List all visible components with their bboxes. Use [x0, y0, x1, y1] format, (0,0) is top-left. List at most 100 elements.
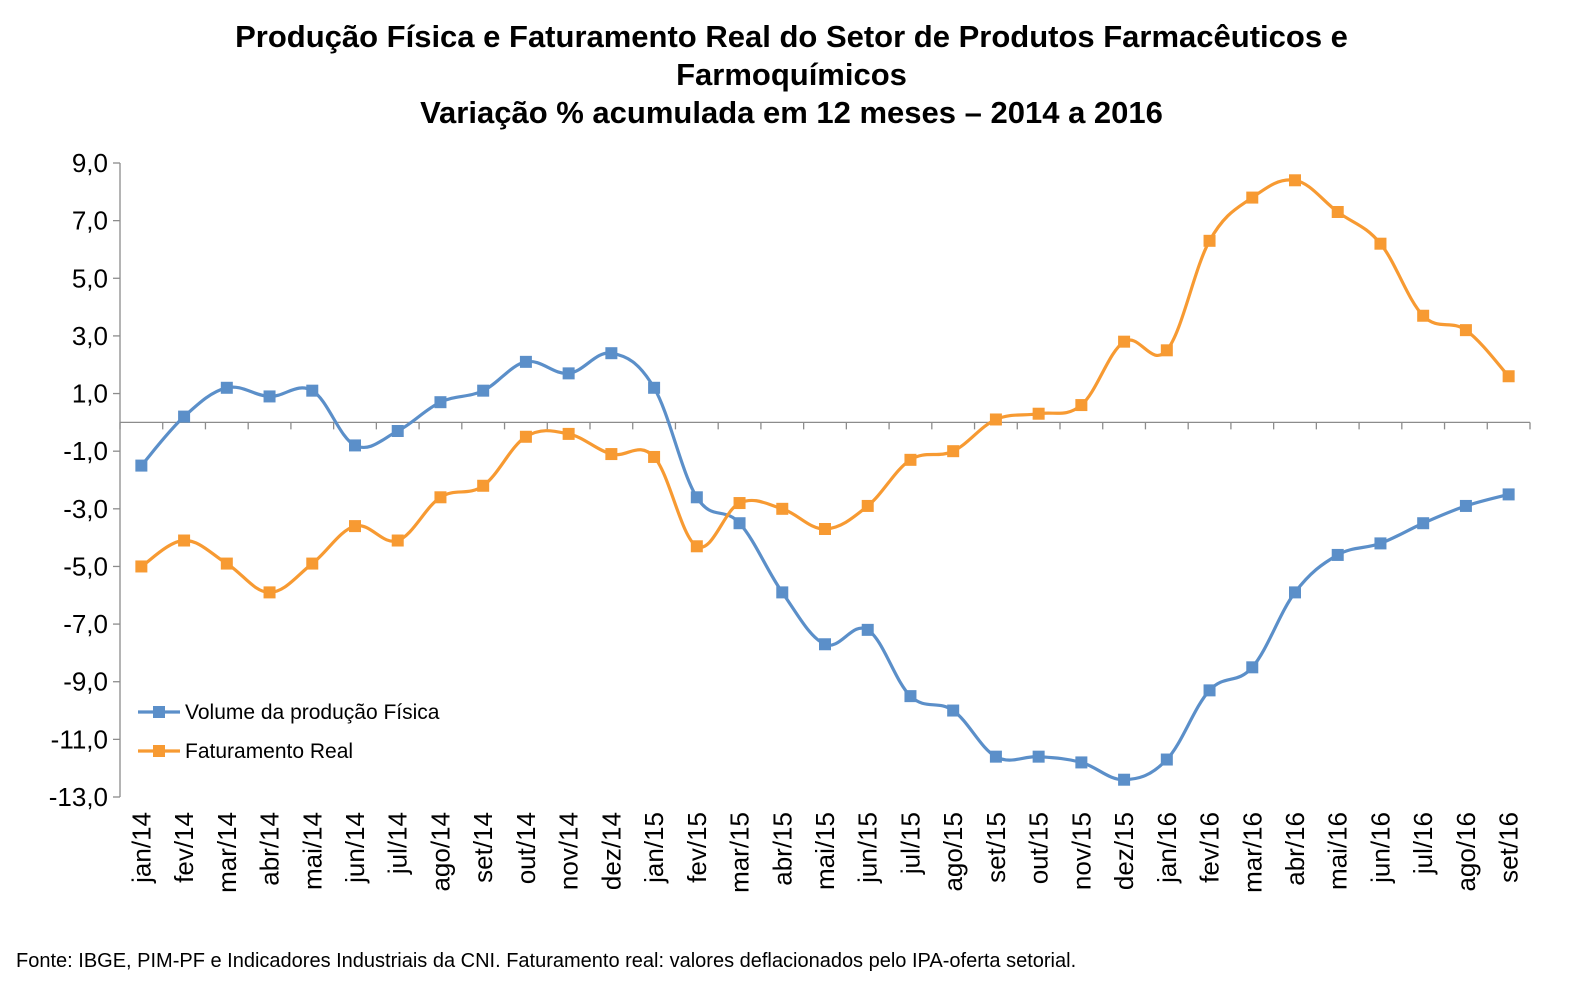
data-point-marker — [1289, 174, 1301, 187]
data-point-marker — [989, 413, 1002, 426]
data-point-marker — [861, 623, 874, 636]
x-tick-label: abr/15 — [767, 812, 797, 886]
x-tick-label: nov/14 — [554, 812, 584, 890]
data-point-marker — [1417, 309, 1430, 322]
data-point-marker — [819, 638, 831, 651]
y-tick-label: -3,0 — [63, 494, 108, 524]
data-point-marker — [220, 557, 233, 570]
data-point-marker — [605, 347, 618, 360]
legend-marker — [153, 745, 165, 757]
source-note: Fonte: IBGE, PIM-PF e Indicadores Indust… — [16, 950, 1077, 972]
chart-title: Produção Física e Faturamento Real do Se… — [0, 18, 1583, 132]
data-point-marker — [1502, 488, 1515, 501]
y-tick-label: -1,0 — [63, 436, 108, 466]
data-point-marker — [1118, 335, 1131, 348]
data-point-marker — [135, 459, 148, 472]
data-point-marker — [1331, 548, 1344, 561]
x-axis-ticks: jan/14 fev/14 mar/14 abr/14 mai/14 jun/14 jul/… — [119, 422, 1531, 893]
y-tick-label: -7,0 — [63, 609, 108, 639]
data-point-marker — [1075, 399, 1088, 412]
data-point-marker — [477, 479, 490, 492]
legend-marker — [153, 706, 165, 718]
x-tick-label: abr/14 — [255, 812, 285, 886]
data-point-marker — [1118, 773, 1131, 786]
data-point-marker — [1203, 234, 1216, 247]
data-point-marker — [1160, 344, 1173, 357]
data-point-marker — [1459, 499, 1472, 512]
x-tick-label: set/16 — [1494, 812, 1524, 883]
y-axis-ticks: 9,0 7,0 5,0 3,0 1,0 -1,0 -3,0 -5,0 -7,0 -9,0 -11,0… — [49, 148, 120, 812]
data-point-marker — [776, 586, 789, 599]
y-tick-label: -5,0 — [63, 551, 108, 581]
y-tick-label: 7,0 — [72, 206, 108, 236]
data-point-marker — [733, 517, 746, 530]
data-point-marker — [904, 690, 917, 703]
data-point-marker — [135, 560, 148, 573]
x-tick-label: nov/15 — [1066, 812, 1096, 890]
data-point-marker — [1075, 756, 1088, 769]
y-tick-label: -13,0 — [49, 782, 108, 812]
legend-item: Faturamento Real — [138, 740, 353, 763]
x-tick-label: out/14 — [511, 812, 541, 884]
data-point-marker — [1160, 753, 1173, 766]
data-point-marker — [1502, 370, 1515, 383]
x-tick-label: dez/14 — [596, 812, 626, 890]
data-point-marker — [989, 750, 1002, 763]
data-point-marker — [605, 448, 618, 461]
x-tick-label: abr/16 — [1280, 812, 1310, 886]
data-point-marker — [1032, 750, 1045, 763]
x-tick-label: ago/16 — [1451, 812, 1481, 892]
series-producao-fisica — [135, 347, 1515, 786]
data-point-marker — [1246, 661, 1259, 674]
data-point-marker — [434, 396, 447, 409]
x-tick-label: mar/16 — [1237, 812, 1267, 893]
data-point-marker — [1459, 324, 1472, 337]
x-tick-label: jan/15 — [639, 812, 669, 884]
legend-label: Faturamento Real — [185, 740, 353, 763]
x-tick-label: jan/16 — [1152, 812, 1182, 884]
y-tick-label: 9,0 — [72, 148, 108, 178]
data-point-marker — [648, 450, 661, 463]
data-point-marker — [349, 520, 361, 533]
data-point-marker — [648, 381, 661, 394]
x-tick-label: jan/14 — [126, 812, 156, 884]
x-tick-label: mar/14 — [212, 812, 242, 893]
x-tick-label: jun/16 — [1365, 812, 1395, 884]
x-tick-label: fev/16 — [1195, 812, 1225, 883]
x-tick-label: fev/14 — [169, 812, 199, 883]
data-point-marker — [947, 704, 960, 717]
data-point-marker — [904, 453, 917, 466]
data-point-marker — [178, 534, 191, 547]
data-point-marker — [562, 367, 575, 380]
chart-title-line-1: Produção Física e Faturamento Real do Se… — [235, 19, 1348, 54]
data-point-marker — [1246, 191, 1259, 204]
x-tick-label: ago/15 — [938, 812, 968, 892]
y-tick-label: -11,0 — [51, 724, 108, 754]
data-point-marker — [819, 522, 831, 535]
data-point-marker — [690, 540, 703, 553]
data-point-marker — [1417, 517, 1430, 530]
data-point-marker — [434, 491, 447, 504]
x-tick-label: mai/14 — [297, 812, 327, 890]
x-tick-label: dez/15 — [1109, 812, 1139, 890]
data-point-marker — [1289, 586, 1301, 599]
legend: Volume da produção Física Faturamento Rea… — [138, 701, 440, 763]
data-point-marker — [690, 491, 703, 504]
data-point-marker — [562, 427, 575, 440]
x-tick-label: set/14 — [468, 812, 498, 883]
data-point-marker — [263, 390, 276, 403]
y-tick-label: -9,0 — [63, 667, 108, 697]
legend-item: Volume da produção Física — [138, 701, 440, 724]
x-tick-label: mai/16 — [1323, 812, 1353, 890]
x-tick-label: fev/15 — [682, 812, 712, 883]
y-tick-label: 3,0 — [72, 321, 108, 351]
x-tick-label: jul/14 — [383, 812, 413, 875]
x-tick-label: ago/14 — [425, 812, 455, 892]
legend-label: Volume da produção Física — [185, 701, 440, 724]
data-point-marker — [861, 499, 874, 512]
x-tick-label: jun/15 — [853, 812, 883, 884]
data-point-marker — [733, 497, 746, 510]
data-point-marker — [1374, 537, 1387, 550]
data-point-marker — [306, 384, 319, 397]
data-point-marker — [391, 425, 404, 438]
